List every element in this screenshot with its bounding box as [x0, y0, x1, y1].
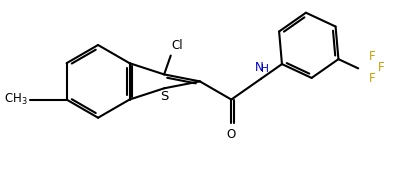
- Text: F: F: [368, 72, 375, 85]
- Text: F: F: [377, 61, 384, 74]
- Text: S: S: [159, 90, 168, 103]
- Text: O: O: [226, 128, 235, 141]
- Text: H: H: [261, 64, 268, 74]
- Text: F: F: [368, 50, 375, 63]
- Text: Cl: Cl: [171, 39, 183, 52]
- Text: N: N: [254, 61, 263, 74]
- Text: $\mathregular{CH_3}$: $\mathregular{CH_3}$: [4, 92, 28, 107]
